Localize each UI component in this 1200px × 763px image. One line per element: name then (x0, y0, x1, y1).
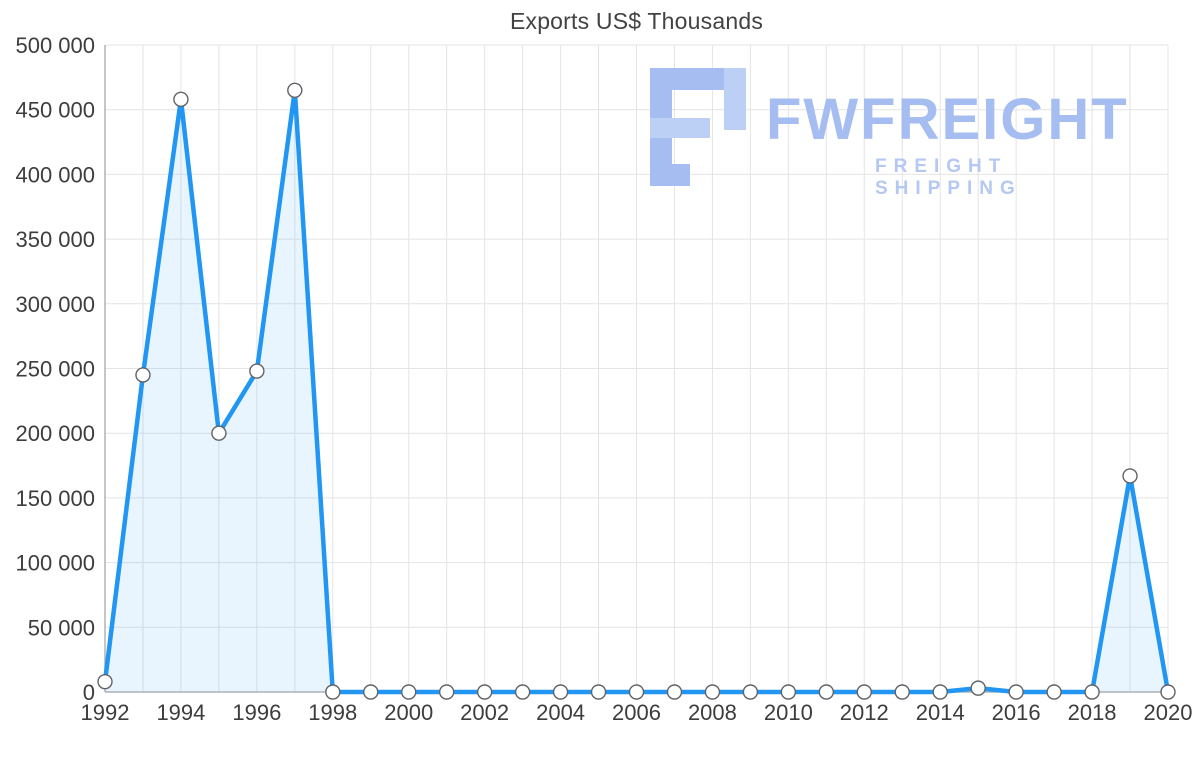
y-tick-label: 200 000 (15, 421, 95, 446)
x-tick-label: 2012 (840, 700, 889, 725)
data-point[interactable] (742, 684, 759, 700)
area-fill (105, 90, 1168, 693)
y-tick-label: 0 (83, 680, 95, 705)
data-point[interactable] (1122, 468, 1138, 484)
y-tick-label: 500 000 (15, 33, 95, 58)
data-point[interactable] (211, 425, 227, 441)
x-tick-label: 2000 (384, 700, 433, 725)
x-tick-label: 2004 (536, 700, 585, 725)
x-tick-label: 2008 (688, 700, 737, 725)
data-point[interactable] (363, 684, 379, 700)
y-tick-label: 250 000 (15, 357, 95, 382)
x-tick-label: 2016 (992, 700, 1041, 725)
data-point[interactable] (173, 91, 189, 108)
y-tick-label: 450 000 (15, 98, 95, 123)
x-tick-label: 1994 (156, 700, 205, 725)
data-point[interactable] (894, 684, 910, 700)
data-point[interactable] (970, 680, 986, 696)
x-tick-label: 1998 (308, 700, 357, 725)
data-point[interactable] (1008, 684, 1024, 700)
y-tick-label: 300 000 (15, 292, 95, 317)
data-point[interactable] (780, 684, 797, 700)
x-tick-label: 2002 (460, 700, 509, 725)
data-point[interactable] (628, 684, 645, 700)
data-point[interactable] (818, 684, 835, 700)
data-point[interactable] (97, 673, 113, 690)
data-point[interactable] (401, 684, 417, 700)
data-point[interactable] (249, 363, 265, 379)
x-tick-label: 2006 (612, 700, 661, 725)
data-point[interactable] (1160, 684, 1176, 700)
data-point[interactable] (666, 684, 683, 700)
data-point[interactable] (438, 684, 455, 700)
y-tick-label: 350 000 (15, 227, 95, 252)
data-point[interactable] (932, 684, 948, 700)
y-tick-label: 400 000 (15, 162, 95, 187)
data-point[interactable] (135, 367, 151, 383)
x-tick-label: 2010 (764, 700, 813, 725)
data-point[interactable] (514, 684, 531, 700)
data-point[interactable] (856, 684, 872, 700)
data-point[interactable] (325, 684, 341, 700)
data-point[interactable] (1046, 684, 1062, 700)
x-tick-label: 2020 (1144, 700, 1193, 725)
data-point[interactable] (476, 684, 493, 700)
data-point[interactable] (704, 684, 721, 700)
data-point[interactable] (590, 684, 607, 700)
data-point[interactable] (1084, 684, 1100, 700)
data-point[interactable] (552, 684, 569, 700)
y-tick-label: 150 000 (15, 486, 95, 511)
x-tick-label: 2018 (1068, 700, 1117, 725)
data-point[interactable] (287, 82, 303, 98)
x-tick-label: 2014 (916, 700, 965, 725)
y-tick-label: 100 000 (15, 551, 95, 576)
x-tick-label: 1996 (232, 700, 281, 725)
y-tick-label: 50 000 (28, 615, 95, 640)
chart-title: Exports US$ Thousands (509, 8, 764, 34)
x-tick-label: 1992 (81, 700, 130, 725)
